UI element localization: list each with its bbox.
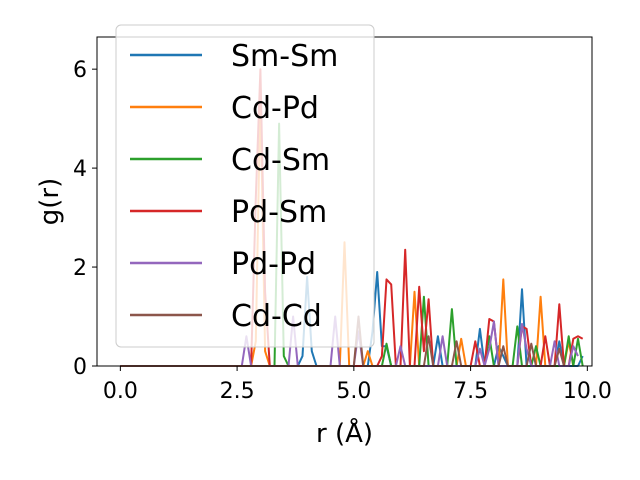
x-tick-label: 10.0 [563, 379, 612, 404]
legend-label-pd-sm: Pd-Sm [231, 195, 327, 230]
legend-label-cd-cd: Cd-Cd [231, 299, 322, 334]
legend-label-cd-sm: Cd-Sm [231, 143, 330, 178]
x-tick-label: 0.0 [103, 379, 138, 404]
x-axis-label: r (Å) [316, 417, 373, 449]
y-tick-label: 2 [73, 256, 87, 281]
y-tick-label: 0 [73, 355, 87, 380]
legend: Sm-Sm Cd-Pd Cd-Sm Pd-Sm Pd-Pd Cd-Cd [115, 24, 375, 348]
series-line-cd-pd [120, 92, 575, 367]
legend-label-cd-pd: Cd-Pd [231, 91, 319, 126]
x-tick-label: 5.0 [336, 379, 371, 404]
x-axis: 0.0 2.5 5.0 7.5 10.0 [103, 366, 612, 404]
y-axis-label: g(r) [35, 178, 65, 225]
x-tick-label: 7.5 [453, 379, 488, 404]
y-axis: 0 2 4 6 [73, 58, 97, 380]
legend-label-pd-pd: Pd-Pd [231, 247, 316, 282]
legend-label-sm-sm: Sm-Sm [231, 39, 338, 74]
legend-box [115, 24, 375, 348]
x-tick-label: 2.5 [220, 379, 255, 404]
y-tick-label: 4 [73, 157, 87, 182]
y-tick-label: 6 [73, 58, 87, 83]
